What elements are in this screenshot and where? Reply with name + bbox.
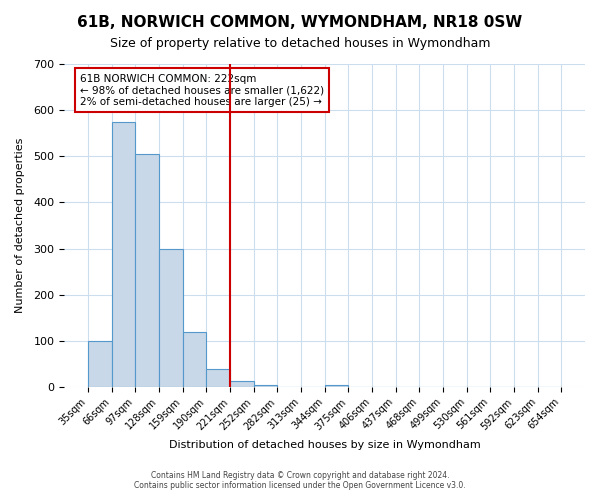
Y-axis label: Number of detached properties: Number of detached properties bbox=[15, 138, 25, 313]
Text: 61B NORWICH COMMON: 222sqm
← 98% of detached houses are smaller (1,622)
2% of se: 61B NORWICH COMMON: 222sqm ← 98% of deta… bbox=[80, 74, 324, 107]
Bar bbox=[182, 332, 206, 387]
X-axis label: Distribution of detached houses by size in Wymondham: Distribution of detached houses by size … bbox=[169, 440, 481, 450]
Bar bbox=[159, 248, 182, 387]
Bar bbox=[206, 370, 230, 387]
Bar bbox=[88, 341, 112, 387]
Bar bbox=[325, 385, 348, 387]
Text: Contains HM Land Registry data © Crown copyright and database right 2024.
Contai: Contains HM Land Registry data © Crown c… bbox=[134, 470, 466, 490]
Text: Size of property relative to detached houses in Wymondham: Size of property relative to detached ho… bbox=[110, 38, 490, 51]
Bar bbox=[112, 122, 135, 387]
Text: 61B, NORWICH COMMON, WYMONDHAM, NR18 0SW: 61B, NORWICH COMMON, WYMONDHAM, NR18 0SW bbox=[77, 15, 523, 30]
Bar bbox=[230, 381, 254, 387]
Bar bbox=[135, 154, 159, 387]
Bar bbox=[254, 384, 277, 387]
